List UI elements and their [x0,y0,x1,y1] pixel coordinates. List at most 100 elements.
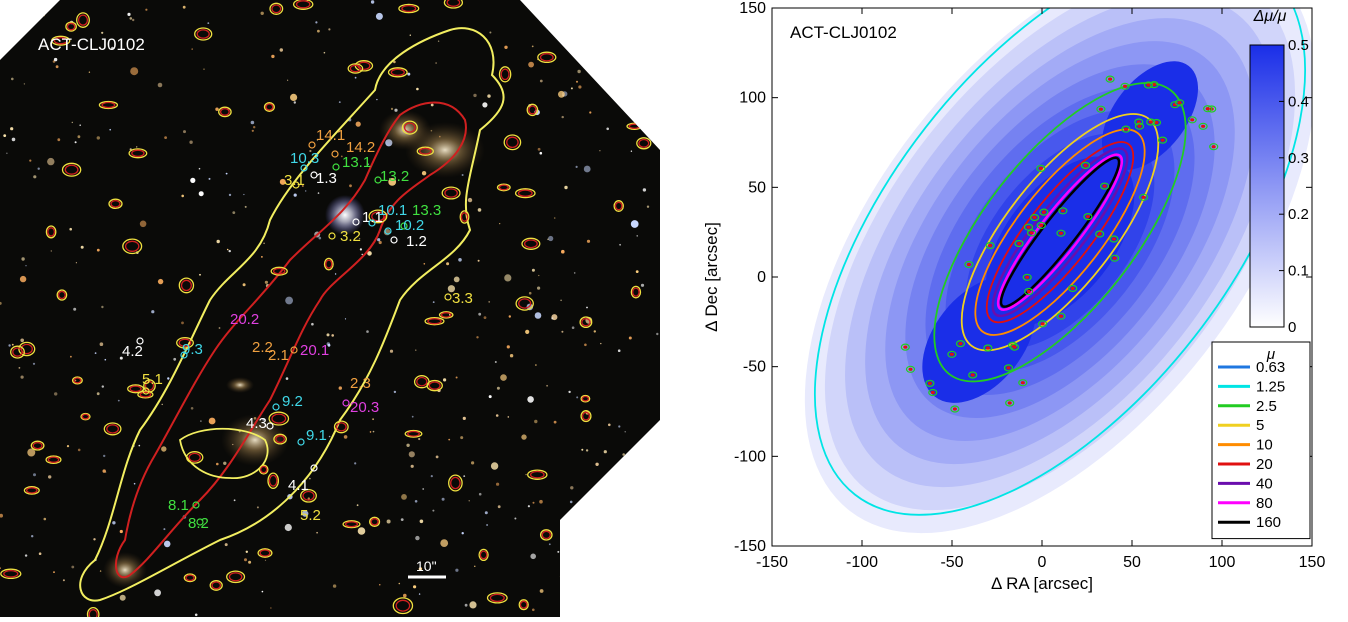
galaxy-core [1007,401,1012,405]
galaxy-core [1160,138,1165,142]
field-galaxy [440,539,449,547]
field-galaxy [394,108,398,112]
field-galaxy [473,93,477,98]
field-galaxy [77,135,81,139]
field-galaxy [328,28,331,31]
galaxy-core [1211,145,1216,149]
legend-label: 40 [1256,475,1273,492]
field-galaxy [389,349,394,353]
galaxy-outline-yellow [579,316,593,329]
galaxy-outline-red [53,36,68,45]
galaxy-outline-yellow [226,570,246,584]
galaxy-outline-red [265,103,274,111]
image-label: 4.3 [246,415,267,432]
field-galaxy [244,205,247,208]
galaxy-outline-yellow [258,464,269,475]
field-galaxy [630,150,633,152]
galaxy-outline-red [395,599,411,612]
field-galaxy [553,420,557,424]
field-galaxy [50,250,52,252]
field-galaxy [43,14,45,17]
galaxy-outline-red [144,381,155,391]
field-galaxy [483,316,487,319]
magnification-contour [933,82,1187,383]
legend-label: 80 [1256,495,1273,512]
galaxy-outline-red [517,189,533,197]
field-galaxy [576,80,578,83]
field-galaxy [101,305,104,309]
image-label: 9.2 [282,393,303,410]
galaxy-core [1154,120,1159,125]
field-galaxy [525,473,527,476]
galaxy-outline-red [349,64,362,73]
field-galaxy [285,296,293,305]
field-galaxy [33,175,37,179]
field-galaxy [161,403,163,406]
field-galaxy [577,69,581,74]
colorbar-tick-label: 0.1 [1288,263,1309,280]
field-galaxy [164,136,168,140]
y-tick-label: 150 [739,0,766,17]
galaxy-outline-yellow [630,285,642,299]
field-galaxy [370,0,375,4]
field-galaxy [19,275,27,283]
field-galaxy [32,362,36,365]
field-galaxy [532,608,535,612]
galaxy-outline-red [639,103,650,111]
legend-label: 2.5 [1256,398,1277,415]
field-galaxy [643,519,648,523]
field-galaxy [127,12,131,16]
colorbar-ticks: 0 0.1 0.2 0.3 0.4 0.5 [1279,37,1309,336]
galaxy-contour [1139,193,1149,201]
field-galaxy [182,5,186,9]
field-galaxy [650,567,654,571]
galaxy-core [930,390,935,395]
cluster-image: ACT-CLJ0102 14.114.2 10.3 13.1 13.2 3.1 1.3 1.… [0,0,660,617]
galaxy-outline-red [479,550,488,560]
image-marker [400,222,408,230]
magnification-chart: -150 -100 -50 0 50 100 150 -150-100-5005010015… [702,0,1325,593]
galaxy-outline-yellow [122,238,143,255]
field-galaxy [446,262,450,266]
galaxy-core [988,243,993,248]
galaxy-outline-red [506,136,519,149]
galaxy-outline-yellow [404,429,423,438]
galaxy-outline-red [539,53,554,62]
galaxy-outline-yellow [514,188,536,199]
field-galaxy [496,386,500,390]
image-label: 8.1 [168,497,189,514]
galaxy-outline-red [403,122,416,133]
galaxy-core [1026,225,1031,229]
galaxy-outline-yellow [45,225,57,239]
galaxy-contour [955,340,966,348]
galaxy-core [1059,314,1063,318]
galaxy-outline-red [271,4,282,14]
field-galaxy [331,334,335,337]
field-galaxy [218,327,221,329]
field-galaxy [173,357,177,361]
colorbar-tick-label: 0.3 [1288,150,1309,167]
field-galaxy [290,93,298,101]
field-galaxy [228,193,232,197]
field-galaxy [191,48,193,50]
field-galaxy [66,445,70,448]
field-galaxy [11,343,14,346]
field-galaxy [103,454,106,458]
field-galaxy [618,425,621,428]
x-axis-label: Δ RA [arcsec] [991,574,1093,593]
field-galaxy [462,416,466,420]
field-galaxy [411,415,414,418]
field-galaxy [500,374,507,381]
field-galaxy [403,593,407,598]
field-galaxy [561,249,565,254]
image-label: 2.2 [252,339,273,356]
field-galaxy [531,45,534,48]
legend-label: 0.63 [1256,359,1285,376]
field-galaxy [419,519,424,524]
galaxy-contour [1058,207,1068,215]
image-marker [297,438,305,446]
field-galaxy [88,71,91,73]
field-galaxy [326,333,330,337]
field-galaxy [583,165,591,173]
field-galaxy [190,177,196,183]
